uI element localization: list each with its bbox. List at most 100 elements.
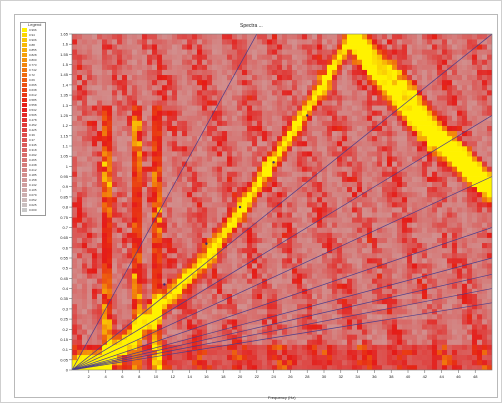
heatmap-cell bbox=[202, 319, 208, 325]
heatmap-cell bbox=[267, 298, 273, 305]
heatmap-cell bbox=[142, 288, 148, 294]
heatmap-cell bbox=[82, 125, 88, 132]
heatmap-cell bbox=[97, 344, 103, 350]
heatmap-cell bbox=[142, 293, 148, 300]
heatmap-cell bbox=[392, 207, 398, 213]
heatmap-cell bbox=[332, 247, 338, 254]
heatmap-cell bbox=[112, 273, 118, 279]
heatmap-cell bbox=[382, 84, 388, 91]
heatmap-cell bbox=[187, 212, 193, 218]
heatmap-cell bbox=[232, 140, 238, 147]
heatmap-cell bbox=[197, 283, 203, 289]
heatmap-cell bbox=[152, 268, 158, 274]
heatmap-cell bbox=[167, 252, 173, 259]
heatmap-cell bbox=[77, 84, 83, 91]
heatmap-cell bbox=[232, 252, 238, 259]
heatmap-cell bbox=[397, 196, 403, 203]
heatmap-cell bbox=[342, 49, 348, 55]
heatmap-cell bbox=[217, 120, 223, 126]
heatmap-cell bbox=[107, 308, 113, 315]
heatmap-cell bbox=[392, 130, 398, 137]
heatmap-cell bbox=[382, 120, 388, 126]
heatmap-cell bbox=[342, 100, 348, 106]
heatmap-cell bbox=[152, 79, 158, 86]
heatmap-cell bbox=[307, 273, 313, 279]
heatmap-cell bbox=[187, 242, 193, 249]
heatmap-cell bbox=[327, 339, 333, 345]
heatmap-cell bbox=[137, 151, 143, 157]
heatmap-cell bbox=[132, 39, 138, 45]
heatmap-cell bbox=[287, 339, 293, 345]
heatmap-cell bbox=[312, 115, 318, 121]
heatmap-cell bbox=[82, 120, 88, 126]
heatmap-cell bbox=[212, 314, 218, 320]
heatmap-cell bbox=[392, 303, 398, 310]
legend-swatch bbox=[22, 128, 27, 132]
heatmap-cell bbox=[437, 329, 443, 335]
heatmap-cell bbox=[302, 176, 308, 182]
legend-entry: 0.532 bbox=[22, 108, 46, 112]
heatmap-cell bbox=[362, 329, 368, 335]
heatmap-cell bbox=[87, 186, 93, 193]
heatmap-cell bbox=[232, 288, 238, 294]
heatmap-cell bbox=[347, 166, 353, 172]
heatmap-cell bbox=[312, 232, 318, 238]
heatmap-cell bbox=[412, 319, 418, 325]
heatmap-cell bbox=[342, 151, 348, 157]
heatmap-cell bbox=[222, 186, 228, 193]
heatmap-cell bbox=[147, 74, 153, 81]
legend-entry: 0.505 bbox=[22, 113, 46, 117]
heatmap-cell bbox=[157, 354, 163, 361]
heatmap-cell bbox=[147, 227, 153, 233]
heatmap-cell bbox=[372, 39, 378, 45]
heatmap-cell bbox=[322, 298, 328, 305]
heatmap-cell bbox=[117, 237, 123, 244]
heatmap-cell bbox=[407, 196, 413, 203]
heatmap-cell bbox=[372, 263, 378, 269]
heatmap-cell bbox=[167, 283, 173, 289]
heatmap-cell bbox=[157, 222, 163, 228]
heatmap-cell bbox=[392, 334, 398, 340]
heatmap-cell bbox=[132, 242, 138, 249]
heatmap-cell bbox=[267, 308, 273, 315]
heatmap-cell bbox=[122, 217, 128, 223]
heatmap-cell bbox=[437, 130, 443, 137]
heatmap-cell bbox=[277, 79, 283, 86]
heatmap-cell bbox=[117, 59, 123, 65]
heatmap-cell bbox=[207, 263, 213, 269]
heatmap-cell bbox=[382, 156, 388, 162]
heatmap-cell bbox=[122, 146, 128, 152]
heatmap-cell bbox=[222, 288, 228, 294]
heatmap-cell bbox=[382, 191, 388, 198]
heatmap-cell bbox=[117, 314, 123, 320]
heatmap-cell bbox=[377, 334, 383, 340]
heatmap-cell bbox=[312, 100, 318, 106]
heatmap-cell bbox=[102, 258, 108, 264]
heatmap-cell bbox=[137, 359, 143, 366]
heatmap-cell bbox=[277, 278, 283, 284]
heatmap-cell bbox=[232, 263, 238, 269]
heatmap-cell bbox=[422, 64, 428, 70]
heatmap-cell bbox=[327, 278, 333, 284]
heatmap-cell bbox=[407, 115, 413, 121]
heatmap-cell bbox=[242, 252, 248, 259]
heatmap-cell bbox=[212, 212, 218, 218]
heatmap-cell bbox=[257, 212, 263, 218]
heatmap-cell bbox=[217, 115, 223, 121]
heatmap-cell bbox=[282, 207, 288, 213]
heatmap-cell bbox=[212, 181, 218, 188]
heatmap-cell bbox=[412, 314, 418, 320]
heatmap-cell bbox=[87, 217, 93, 223]
heatmap-cell bbox=[142, 207, 148, 213]
heatmap-cell bbox=[217, 44, 223, 50]
heatmap-cell bbox=[172, 339, 178, 345]
heatmap-cell bbox=[427, 69, 433, 76]
heatmap-cell bbox=[247, 151, 253, 157]
heatmap-cell bbox=[172, 64, 178, 70]
heatmap-cell bbox=[82, 324, 88, 330]
heatmap-cell bbox=[77, 146, 83, 152]
heatmap-cell bbox=[422, 359, 428, 366]
heatmap-cell bbox=[77, 263, 83, 269]
heatmap-cell bbox=[347, 105, 353, 111]
heatmap-cell bbox=[422, 293, 428, 300]
